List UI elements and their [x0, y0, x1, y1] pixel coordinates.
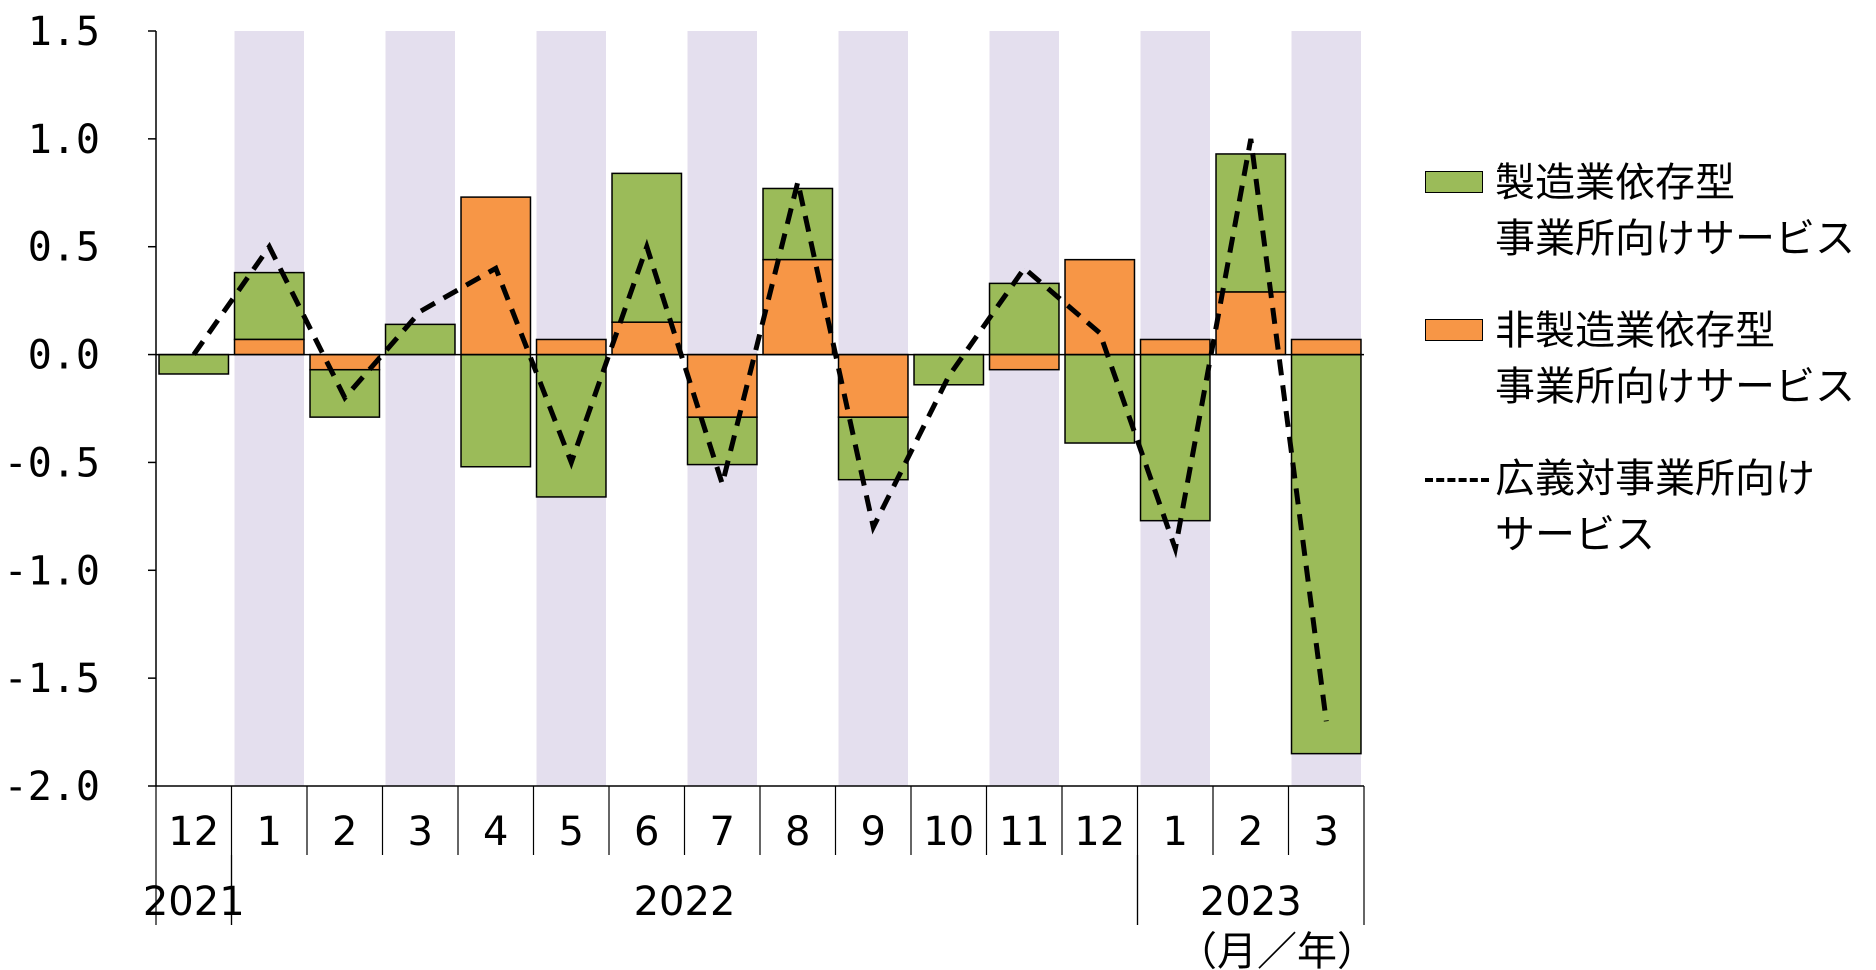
y-tick-label: 0.5	[28, 225, 100, 271]
y-tick-label: 1.0	[28, 117, 100, 163]
y-tick-label: -2.0	[4, 764, 100, 810]
legend-item-broad-services: 広義対事業所向け サービス	[1425, 451, 1875, 563]
bar-manufacturing	[1290, 353, 1362, 755]
bar-manufacturing	[762, 187, 834, 261]
bar-non-manufacturing	[837, 353, 909, 418]
legend-swatch-broad-services	[1425, 478, 1489, 482]
y-tick-label: -1.0	[4, 548, 100, 594]
bars-group	[158, 153, 1362, 755]
line-broad-services	[191, 138, 1329, 722]
x-category-label: 1	[1163, 809, 1188, 855]
y-tick-label: -0.5	[4, 440, 100, 486]
x-category-label: 4	[483, 809, 508, 855]
x-category-label: 6	[634, 809, 659, 855]
legend-swatch-non-manufacturing	[1425, 319, 1483, 341]
x-category-label: 3	[408, 809, 433, 855]
x-category-label: 12	[168, 809, 219, 855]
y-tick-label: -1.5	[4, 656, 100, 702]
bar-non-manufacturing	[1290, 338, 1362, 356]
bar-non-manufacturing	[988, 353, 1060, 371]
x-category-label: 10	[923, 809, 974, 855]
shaded-band	[989, 31, 1059, 786]
bar-manufacturing	[460, 353, 532, 468]
bar-manufacturing	[158, 353, 230, 375]
x-category-label: 5	[559, 809, 584, 855]
y-tick-labels: 1.5 1.0 0.5 0.0 -0.5 -1.0 -1.5 -2.0	[4, 9, 100, 810]
bar-non-manufacturing	[611, 321, 683, 356]
legend-label-broad-services-2: サービス	[1495, 512, 1655, 558]
bar-manufacturing	[1139, 353, 1211, 522]
year-label: 2023	[1200, 879, 1302, 925]
year-label: 2021	[143, 879, 245, 925]
bar-non-manufacturing	[460, 196, 532, 356]
x-category-label: 7	[710, 809, 735, 855]
x-category-label: 8	[785, 809, 810, 855]
axes-group	[148, 30, 1365, 925]
y-tick-label: 0.0	[28, 333, 100, 379]
shaded-band	[385, 31, 455, 786]
bar-non-manufacturing	[233, 338, 305, 356]
legend-label-manufacturing-2: 事業所向けサービス	[1495, 216, 1855, 262]
x-unit-label: （月／年）	[1177, 929, 1377, 970]
legend-label-broad-services-1: 広義対事業所向け	[1495, 456, 1815, 502]
legend-swatch-manufacturing	[1425, 171, 1483, 193]
year-label: 2022	[634, 879, 736, 925]
legend-item-manufacturing: 製造業依存型 事業所向けサービス	[1425, 155, 1875, 267]
bar-manufacturing	[686, 416, 758, 466]
x-category-label: 12	[1074, 809, 1125, 855]
line-series-group	[191, 138, 1329, 722]
x-category-label: 1	[257, 809, 282, 855]
bar-non-manufacturing	[535, 338, 607, 356]
legend-label-non-manufacturing-2: 事業所向けサービス	[1495, 364, 1855, 410]
bar-non-manufacturing	[1139, 338, 1211, 356]
legend-label-non-manufacturing-1: 非製造業依存型	[1495, 308, 1775, 354]
y-tick-label: 1.5	[28, 9, 100, 55]
x-category-label: 2	[332, 809, 357, 855]
bar-non-manufacturing	[762, 258, 834, 356]
x-category-label: 11	[999, 809, 1050, 855]
legend: 製造業依存型 事業所向けサービス 非製造業依存型 事業所向けサービス 広義対事業…	[1425, 155, 1875, 599]
bar-manufacturing	[535, 353, 607, 498]
bar-non-manufacturing	[1215, 291, 1287, 356]
legend-label-manufacturing-1: 製造業依存型	[1495, 160, 1735, 206]
legend-item-non-manufacturing: 非製造業依存型 事業所向けサービス	[1425, 303, 1875, 415]
shaded-band	[234, 31, 304, 786]
bar-manufacturing	[988, 282, 1060, 356]
bar-non-manufacturing	[1064, 258, 1136, 356]
x-category-label: 3	[1314, 809, 1339, 855]
x-category-label: 9	[861, 809, 886, 855]
x-category-label: 2	[1238, 809, 1263, 855]
